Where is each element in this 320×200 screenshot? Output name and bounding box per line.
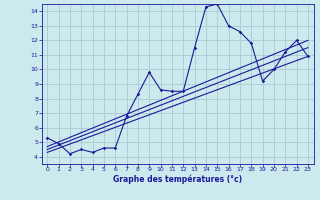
X-axis label: Graphe des températures (°c): Graphe des températures (°c) bbox=[113, 175, 242, 184]
